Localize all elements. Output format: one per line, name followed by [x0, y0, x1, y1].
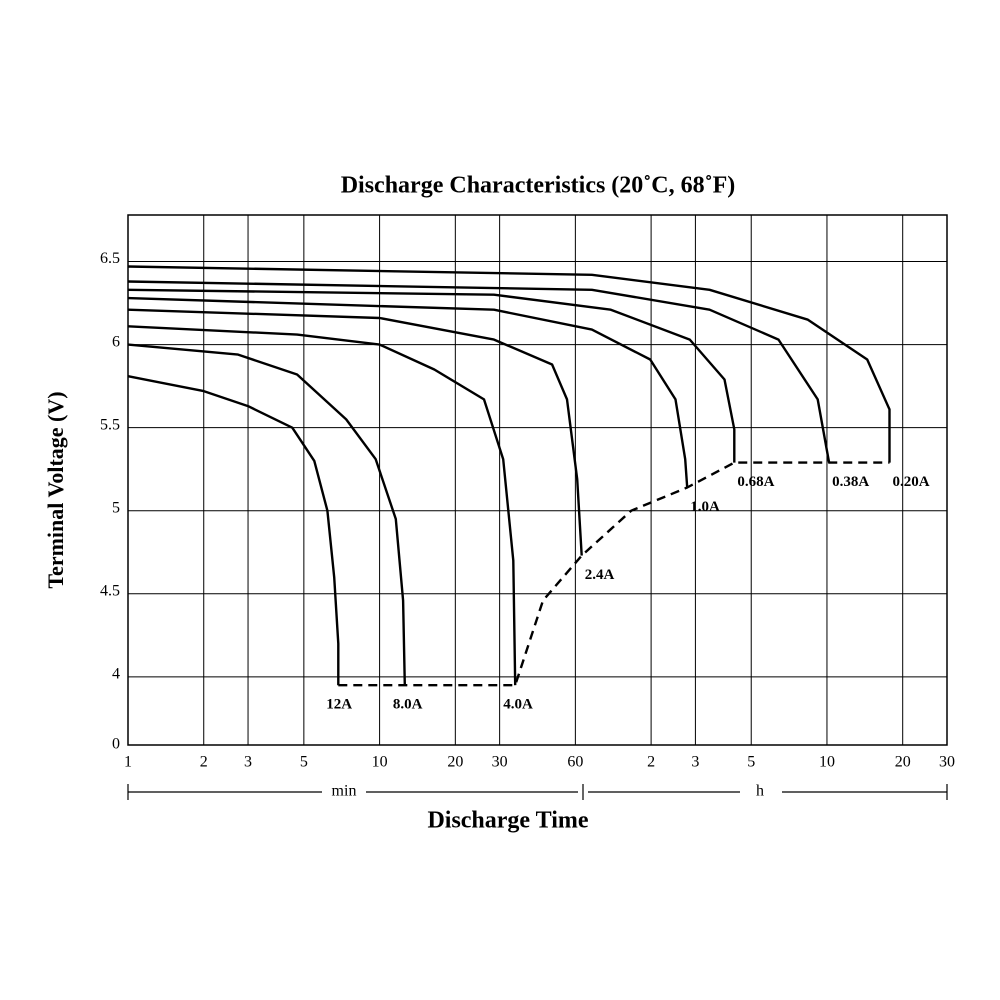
range-label: min	[332, 783, 357, 800]
discharge-curve	[127, 296, 689, 488]
curve-label: 12A	[326, 697, 352, 713]
x-tick-label: 10	[372, 754, 388, 771]
x-tick-label: 3	[244, 754, 252, 771]
y-axis-label: Terminal Voltage (V)	[43, 391, 68, 588]
discharge-curve	[127, 343, 406, 686]
range-label: h	[756, 783, 764, 800]
discharge-curve	[127, 308, 583, 556]
y-tick-label: 5	[112, 499, 120, 516]
discharge-curve	[127, 325, 517, 686]
plot-frame	[127, 214, 948, 746]
curve-label: 0.20A	[892, 474, 929, 490]
x-tick-label: 2	[647, 754, 655, 771]
x-tick-label: 2	[200, 754, 208, 771]
y-tick-label: 0	[112, 736, 120, 753]
x-tick-label: 1	[124, 754, 132, 771]
curve-label: 1.0A	[690, 499, 720, 515]
y-tick-label: 4	[112, 666, 120, 683]
discharge-curve	[127, 375, 340, 686]
curve-label: 0.38A	[832, 474, 869, 490]
end-voltage-line	[338, 461, 890, 687]
x-tick-label: 3	[691, 754, 699, 771]
discharge-curve	[127, 288, 736, 463]
chart-title: Discharge Characteristics (20˚C, 68˚F)	[341, 173, 736, 199]
x-tick-label: 10	[819, 754, 835, 771]
curve-label: 8.0A	[393, 697, 423, 713]
x-tick-label: 20	[895, 754, 911, 771]
x-tick-label: 60	[567, 754, 583, 771]
x-tick-label: 20	[447, 754, 463, 771]
y-tick-label: 6.5	[100, 250, 120, 267]
y-tick-label: 5.5	[100, 416, 120, 433]
y-tick-label: 6	[112, 333, 120, 350]
curve-label: 0.68A	[737, 474, 774, 490]
x-tick-label: 30	[492, 754, 508, 771]
discharge-curve	[127, 280, 831, 463]
curve-label: 4.0A	[503, 697, 533, 713]
curve-label: 2.4A	[585, 567, 615, 583]
x-tick-label: 5	[300, 754, 308, 771]
x-tick-label: 5	[747, 754, 755, 771]
x-axis-label: Discharge Time	[427, 808, 588, 834]
y-tick-label: 4.5	[100, 582, 120, 599]
range-brackets	[127, 784, 948, 800]
discharge-curve	[127, 265, 891, 463]
x-tick-label: 30	[939, 754, 955, 771]
